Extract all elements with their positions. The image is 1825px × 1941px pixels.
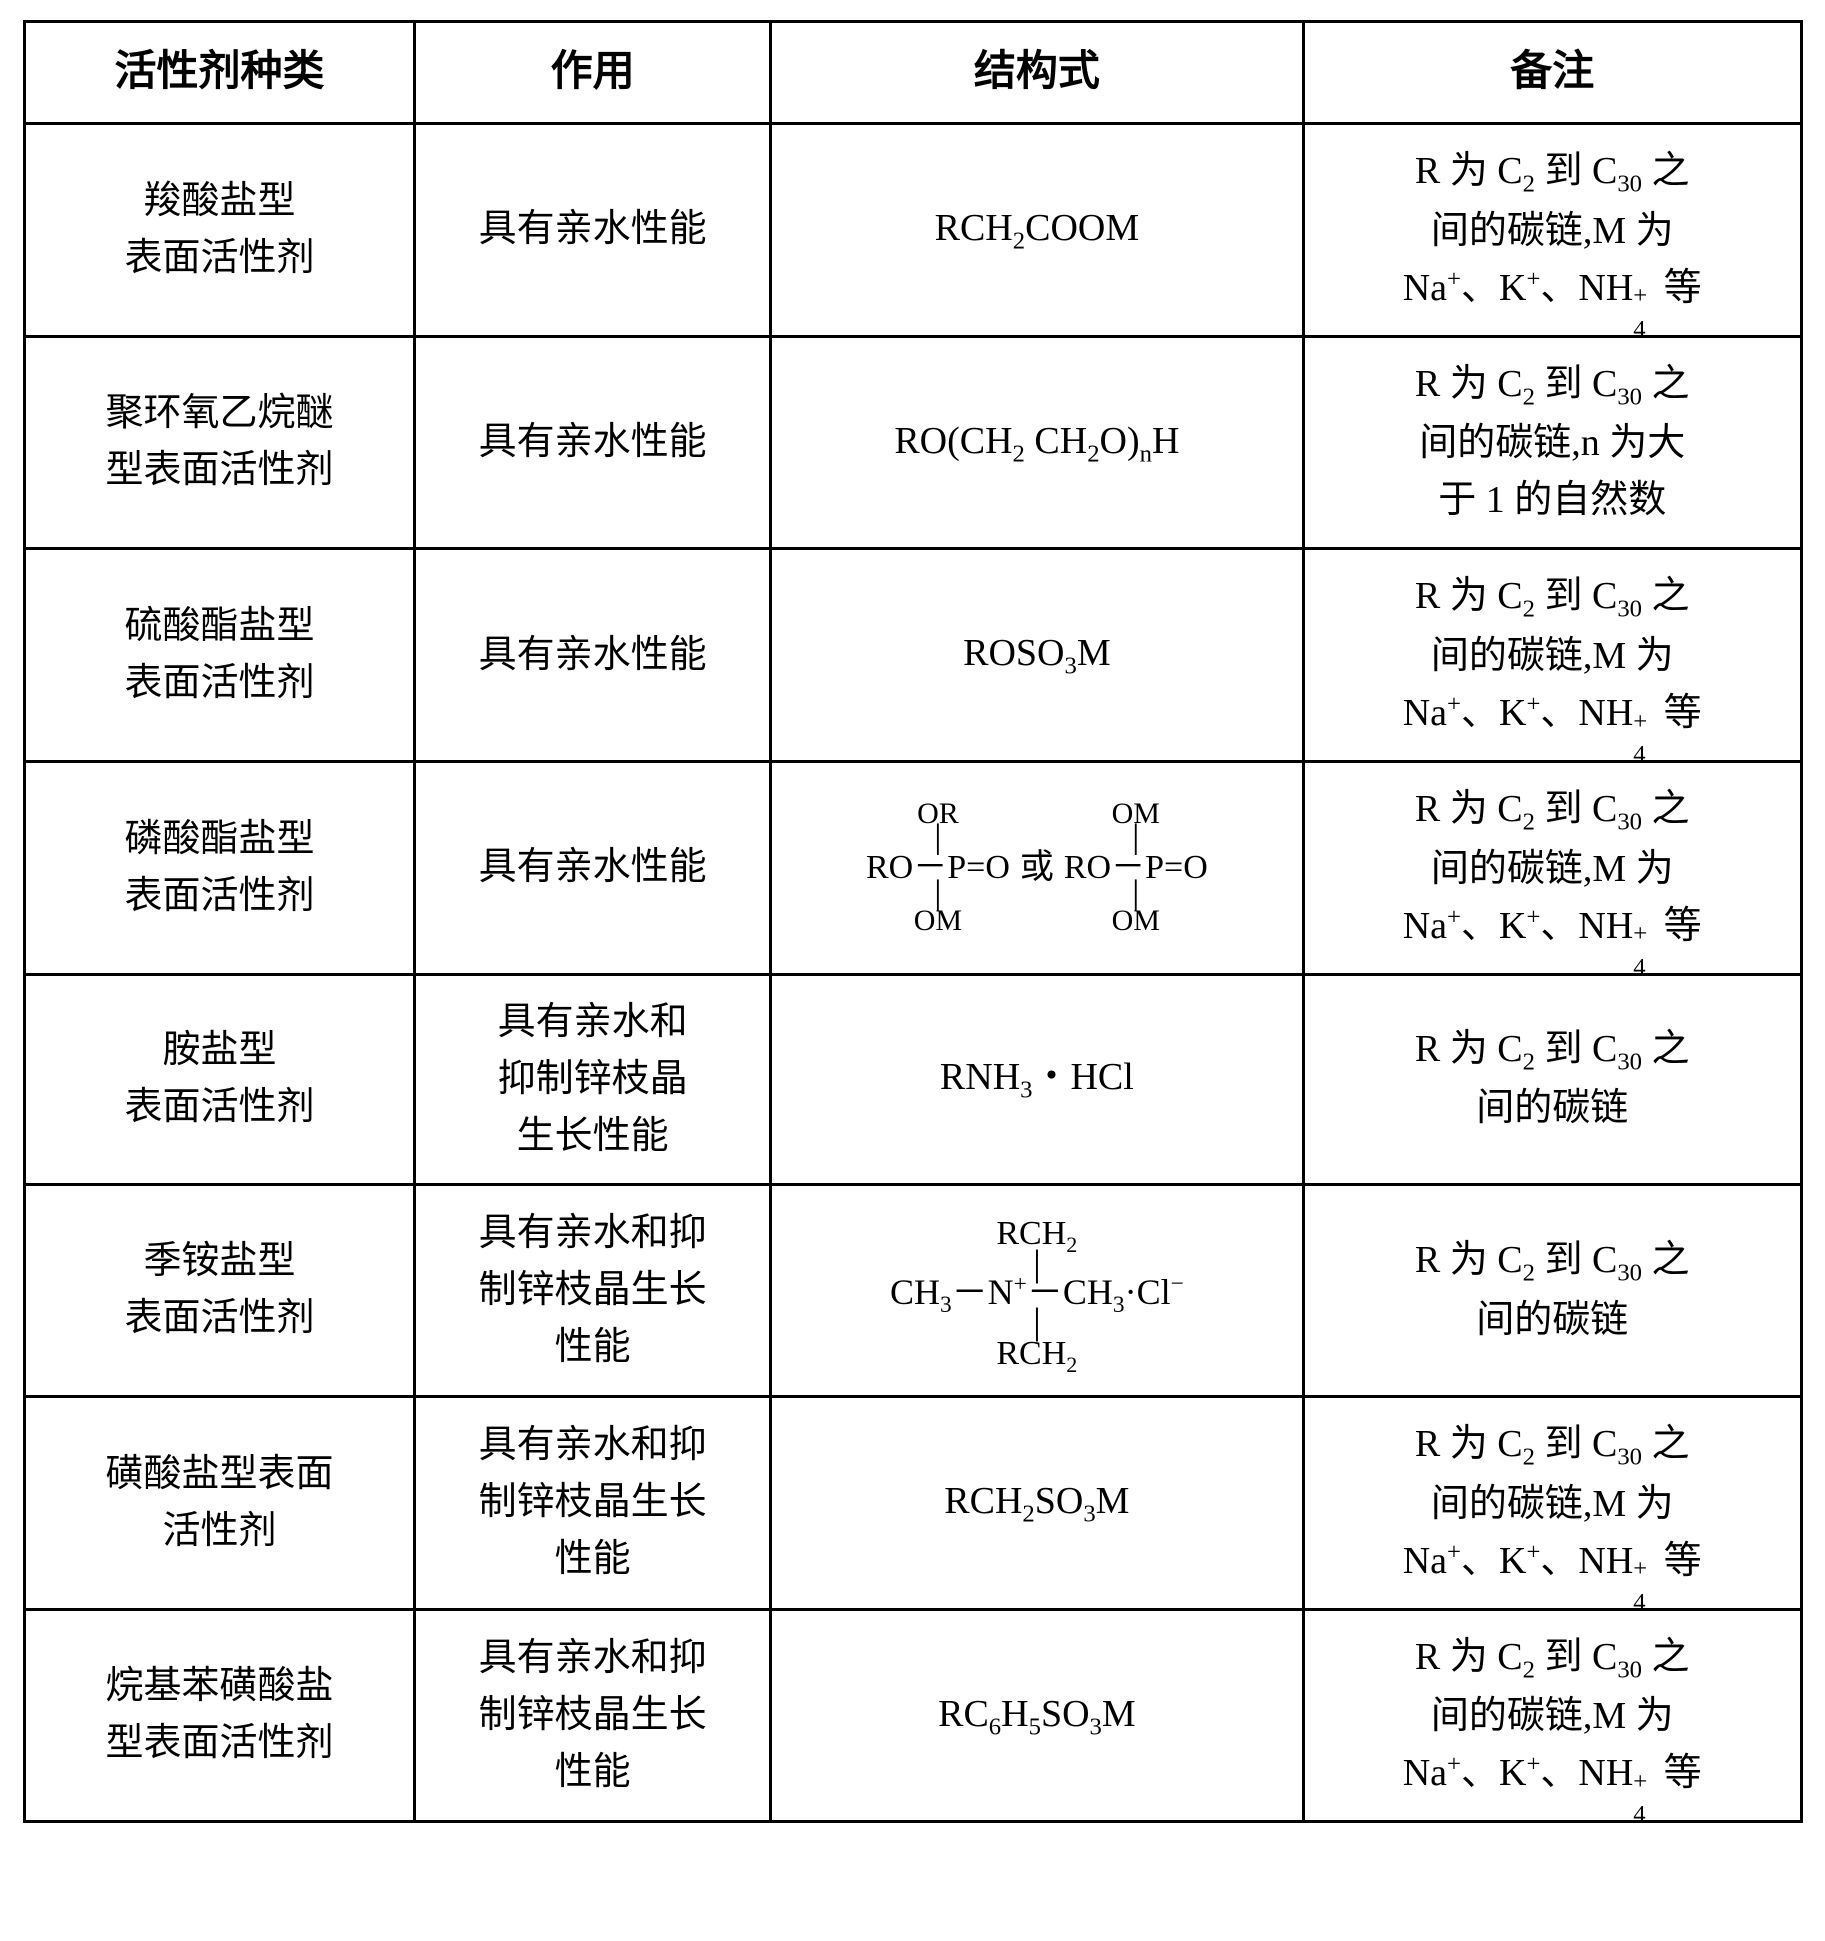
cell-type: 胺盐型表面活性剂 xyxy=(24,974,415,1184)
header-type: 活性剂种类 xyxy=(24,22,415,124)
table-row: 硫酸酯盐型表面活性剂具有亲水性能 ROSO3M R 为 C2 到 C30 之间的碳链… xyxy=(24,549,1801,762)
header-effect: 作用 xyxy=(415,22,770,124)
cell-note: R 为 C2 到 C30 之间的碳链,M 为Na+、K+、NH+4等 xyxy=(1303,1609,1801,1822)
table-row: 胺盐型表面活性剂具有亲水和抑制锌枝晶生长性能 RNH3・HCl R 为 C2 到 C… xyxy=(24,974,1801,1184)
cell-effect: 具有亲水性能 xyxy=(415,336,770,549)
cell-type: 磷酸酯盐型表面活性剂 xyxy=(24,761,415,974)
cell-note: R 为 C2 到 C30 之间的碳链,M 为Na+、K+、NH+4等 xyxy=(1303,1396,1801,1609)
surfactant-table: 活性剂种类 作用 结构式 备注 羧酸盐型表面活性剂具有亲水性能RCH2COOMR… xyxy=(23,20,1803,1823)
cell-formula: RNH3・HCl xyxy=(770,974,1303,1184)
cell-note: R 为 C2 到 C30 之间的碳链 xyxy=(1303,1184,1801,1396)
cell-type: 羧酸盐型表面活性剂 xyxy=(24,124,415,337)
table-row: 烷基苯磺酸盐型表面活性剂具有亲水和抑制锌枝晶生长性能 RC6H5SO3M R 为 C… xyxy=(24,1609,1801,1822)
table-row: 羧酸盐型表面活性剂具有亲水性能 RCH2COOM R 为 C2 到 C30 之间的碳… xyxy=(24,124,1801,337)
cell-note: R 为 C2 到 C30 之间的碳链,n 为大于 1 的自然数 xyxy=(1303,336,1801,549)
formula-text: RCH2COOM xyxy=(935,207,1140,249)
table-row: 磺酸盐型表面活性剂具有亲水和抑制锌枝晶生长性能 RCH2SO3M R 为 C2 到 … xyxy=(24,1396,1801,1609)
cell-effect: 具有亲水和抑制锌枝晶生长性能 xyxy=(415,974,770,1184)
cell-effect: 具有亲水和抑制锌枝晶生长性能 xyxy=(415,1609,770,1822)
cell-formula: RO(CH2 CH2O)nH xyxy=(770,336,1303,549)
cell-formula: RCH2SO3M xyxy=(770,1396,1303,1609)
cell-note: R 为 C2 到 C30 之间的碳链,M 为Na+、K+、NH+4等 xyxy=(1303,549,1801,762)
formula-text: RNH3・HCl xyxy=(940,1056,1134,1098)
table-row: 聚环氧乙烷醚型表面活性剂具有亲水性能 RO(CH2 CH2O)nH R 为 C2 到… xyxy=(24,336,1801,549)
cell-note: R 为 C2 到 C30 之间的碳链,M 为Na+、K+、NH+4等 xyxy=(1303,761,1801,974)
cell-formula: OR│RO－P=O│OM或OM│RO－P=O│OM xyxy=(770,761,1303,974)
table-row: 季铵盐型表面活性剂具有亲水和抑制锌枝晶生长性能 RCH2│CH3－N+－CH3·C… xyxy=(24,1184,1801,1396)
formula-text: ROSO3M xyxy=(963,632,1111,674)
cell-note: R 为 C2 到 C30 之间的碳链,M 为Na+、K+、NH+4等 xyxy=(1303,124,1801,337)
formula-text: RCH2SO3M xyxy=(944,1480,1129,1522)
cell-formula: RC6H5SO3M xyxy=(770,1609,1303,1822)
cell-formula: RCH2│CH3－N+－CH3·Cl−│RCH2 xyxy=(770,1184,1303,1396)
cell-effect: 具有亲水性能 xyxy=(415,549,770,762)
cell-effect: 具有亲水性能 xyxy=(415,761,770,974)
cell-type: 硫酸酯盐型表面活性剂 xyxy=(24,549,415,762)
header-note: 备注 xyxy=(1303,22,1801,124)
formula-text: RO(CH2 CH2O)nH xyxy=(894,420,1179,462)
table-header-row: 活性剂种类 作用 结构式 备注 xyxy=(24,22,1801,124)
table-row: 磷酸酯盐型表面活性剂具有亲水性能OR│RO－P=O│OM或OM│RO－P=O│O… xyxy=(24,761,1801,974)
cell-formula: ROSO3M xyxy=(770,549,1303,762)
quaternary-ammonium-structure: RCH2│CH3－N+－CH3·Cl−│RCH2 xyxy=(890,1215,1184,1377)
cell-effect: 具有亲水性能 xyxy=(415,124,770,337)
cell-type: 聚环氧乙烷醚型表面活性剂 xyxy=(24,336,415,549)
cell-effect: 具有亲水和抑制锌枝晶生长性能 xyxy=(415,1184,770,1396)
cell-effect: 具有亲水和抑制锌枝晶生长性能 xyxy=(415,1396,770,1609)
cell-type: 磺酸盐型表面活性剂 xyxy=(24,1396,415,1609)
cell-note: R 为 C2 到 C30 之间的碳链 xyxy=(1303,974,1801,1184)
phosphate-structure: OR│RO－P=O│OM或OM│RO－P=O│OM xyxy=(784,797,1290,939)
formula-text: RC6H5SO3M xyxy=(938,1693,1136,1735)
cell-type: 季铵盐型表面活性剂 xyxy=(24,1184,415,1396)
cell-type: 烷基苯磺酸盐型表面活性剂 xyxy=(24,1609,415,1822)
header-formula: 结构式 xyxy=(770,22,1303,124)
cell-formula: RCH2COOM xyxy=(770,124,1303,337)
